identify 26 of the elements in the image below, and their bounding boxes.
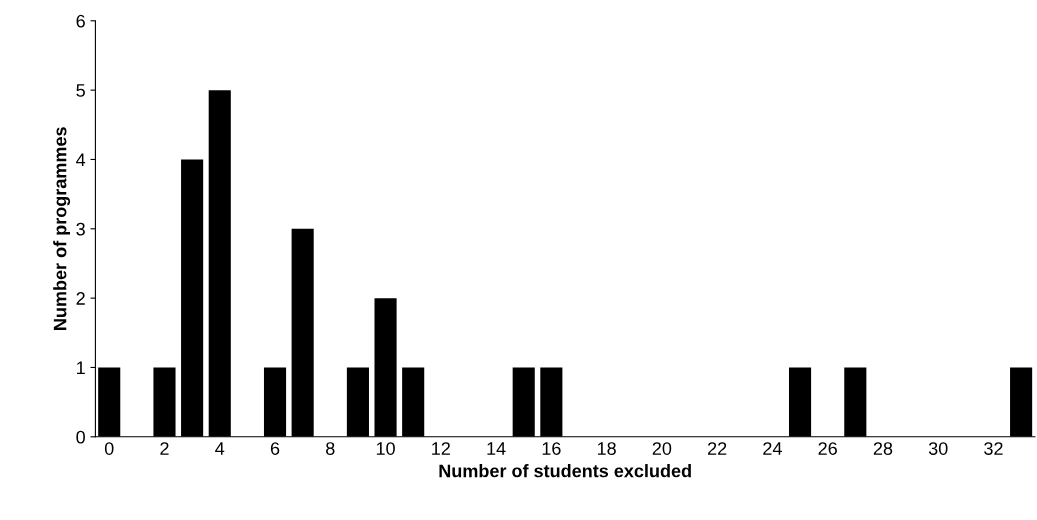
- x-tick-label: 10: [376, 442, 395, 455]
- x-tick-label: 22: [708, 442, 727, 455]
- x-tick-label: 0: [104, 442, 114, 455]
- y-tick-label: 5: [76, 84, 85, 97]
- y-tick-label: 4: [76, 153, 86, 167]
- x-tick-label: 2: [160, 442, 169, 455]
- x-tick-label: 8: [326, 442, 335, 455]
- y-tick-label: 3: [76, 222, 85, 236]
- x-tick-label: 16: [542, 442, 561, 455]
- x-tick-label: 12: [432, 442, 450, 455]
- x-tick-label: 26: [818, 442, 837, 455]
- x-tick-label: 18: [597, 442, 616, 455]
- y-tick-label: 6: [76, 14, 85, 28]
- x-tick-label: 4: [215, 442, 225, 455]
- x-tick-label: 28: [873, 442, 893, 455]
- x-axis-title: Number of students excluded: [439, 464, 691, 478]
- x-tick-label: 20: [652, 442, 672, 455]
- x-tick-label: 14: [487, 442, 506, 455]
- y-axis-title: Number of programmes: [53, 127, 71, 330]
- x-tick-label: 32: [984, 442, 1003, 455]
- y-tick-label: 0: [76, 430, 85, 444]
- y-tick-label: 1: [77, 361, 85, 375]
- x-tick-label: 24: [763, 442, 782, 455]
- x-tick-label: 6: [270, 442, 280, 455]
- y-tick-label: 2: [76, 292, 85, 305]
- x-tick-label: 30: [928, 442, 948, 455]
